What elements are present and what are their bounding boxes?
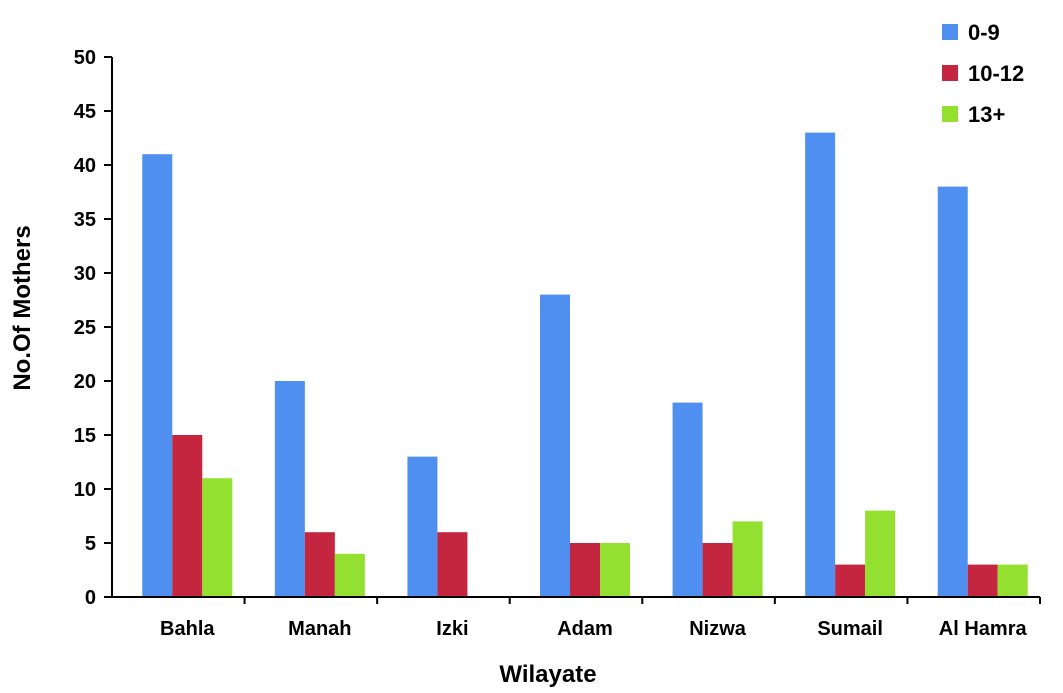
bar-13+-manah <box>334 553 365 597</box>
y-tick-label: 0 <box>85 587 96 609</box>
x-ticks-group: Bahla Manah Izki Adam Nizwa Sumail Al Hamra <box>160 597 1041 640</box>
bars-group <box>142 132 1028 597</box>
legend-swatch <box>942 106 958 122</box>
bar-0-9-al-hamra <box>937 186 968 597</box>
bar-10-12-al-hamra <box>967 564 998 597</box>
y-axis-title: No.Of Mothers <box>9 225 36 390</box>
bar-0-9-bahla <box>142 154 173 597</box>
x-tick-label: Adam <box>557 618 613 640</box>
bar-0-9-adam <box>540 294 570 597</box>
y-tick-label: 35 <box>74 209 96 231</box>
x-tick-label: Nizwa <box>689 618 747 640</box>
bar-10-12-bahla <box>172 435 203 597</box>
bar-0-9-izki <box>407 456 438 597</box>
bar-0-9-nizwa <box>672 402 703 597</box>
x-tick-label: Sumail <box>817 618 883 640</box>
y-ticks-group: 0 5 10 15 20 25 30 35 40 45 50 <box>74 47 112 609</box>
x-tick-label: Manah <box>288 618 351 640</box>
legend-label: 10-12 <box>968 61 1024 86</box>
bar-0-9-manah <box>274 381 305 597</box>
y-tick-label: 25 <box>74 317 96 339</box>
bar-0-9-sumail <box>805 132 836 597</box>
y-tick-label: 10 <box>74 479 96 501</box>
bar-13+-al-hamra <box>997 564 1028 597</box>
bar-13+-sumail <box>865 510 896 597</box>
axes-group <box>111 57 1040 598</box>
y-tick-label: 30 <box>74 263 96 285</box>
y-tick-label: 15 <box>74 425 96 447</box>
bar-10-12-sumail <box>835 564 866 597</box>
bar-10-12-manah <box>304 532 335 597</box>
bar-10-12-adam <box>570 543 600 597</box>
bar-13+-nizwa <box>732 521 763 597</box>
y-tick-label: 20 <box>74 371 96 393</box>
x-tick-label: Bahla <box>160 618 215 640</box>
bar-10-12-izki <box>437 532 468 597</box>
legend-label: 13+ <box>968 102 1005 127</box>
legend-label: 0-9 <box>968 20 1000 45</box>
bar-13+-bahla <box>202 478 233 597</box>
x-tick-label: Izki <box>436 618 468 640</box>
legend-swatch <box>942 65 958 81</box>
y-tick-label: 5 <box>85 533 96 555</box>
y-tick-label: 45 <box>74 101 96 123</box>
legend: 0-9 10-12 13+ <box>942 20 1024 127</box>
x-tick-label: Al Hamra <box>939 618 1028 640</box>
y-tick-label: 40 <box>74 155 96 177</box>
y-tick-label: 50 <box>74 47 96 69</box>
bar-10-12-nizwa <box>702 543 733 597</box>
legend-swatch <box>942 24 958 40</box>
bar-13+-adam <box>600 543 630 597</box>
x-axis-title: Wilayate <box>499 661 596 688</box>
